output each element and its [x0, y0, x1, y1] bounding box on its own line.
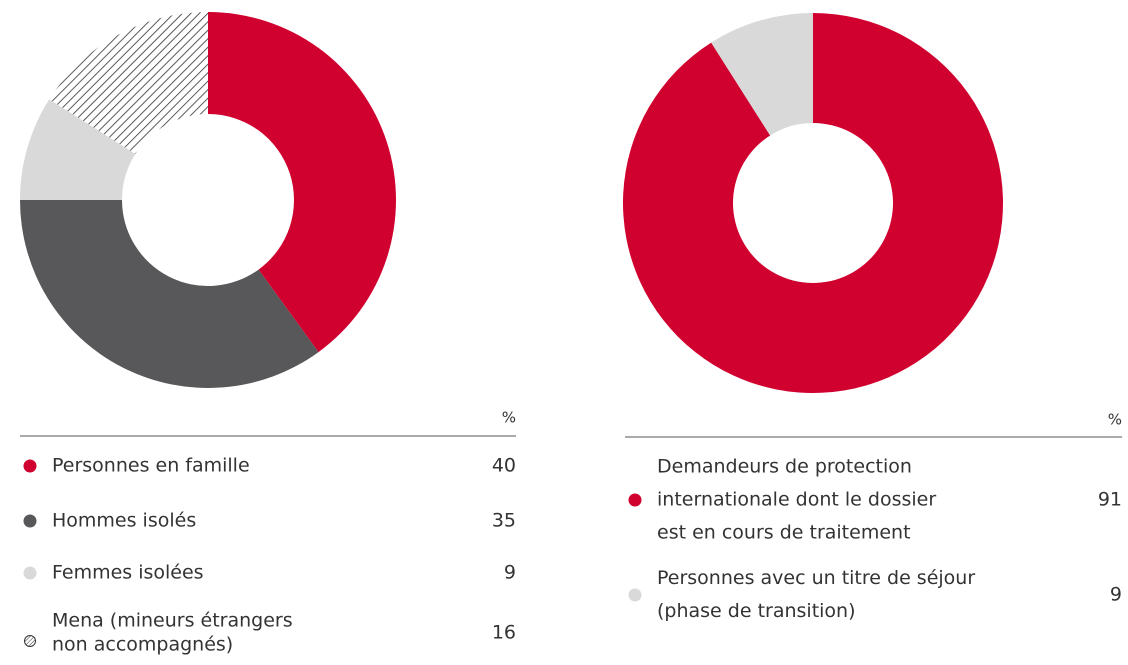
legend-label: est en cours de traitement [657, 522, 911, 544]
legend-marker [628, 493, 642, 507]
legend-value: 35 [492, 510, 516, 532]
donut-slice [20, 99, 136, 200]
legend-value: 40 [492, 455, 516, 477]
legend-marker [23, 514, 37, 528]
legend-label: internationale dont le dossier [657, 489, 936, 511]
donut-slice [49, 12, 208, 154]
legend-value: 9 [504, 562, 516, 584]
legend-marker [23, 566, 37, 580]
legend-marker [24, 635, 36, 647]
donut-slice [711, 13, 813, 136]
legend-marker [23, 459, 37, 473]
legend-label: Mena (mineurs étrangers [52, 610, 293, 632]
legend-label: Femmes isolées [52, 562, 204, 584]
legend-value: 16 [492, 622, 516, 644]
legend-label: non accompagnés) [52, 634, 233, 656]
legend-label: Personnes avec un titre de séjour [657, 567, 975, 589]
legend-value: 91 [1098, 489, 1122, 511]
legend-marker [628, 588, 642, 602]
donut-slice [20, 200, 319, 388]
legend-label: Demandeurs de protection [657, 456, 912, 478]
unit-label: % [502, 409, 516, 427]
donut-slice [623, 13, 1004, 394]
legend-label: Hommes isolés [52, 510, 196, 532]
legend-label: (phase de transition) [657, 600, 856, 622]
legend-label: Personnes en famille [52, 455, 250, 477]
legend-value: 9 [1110, 584, 1122, 606]
donut-slice [208, 12, 396, 353]
unit-label: % [1108, 411, 1122, 429]
